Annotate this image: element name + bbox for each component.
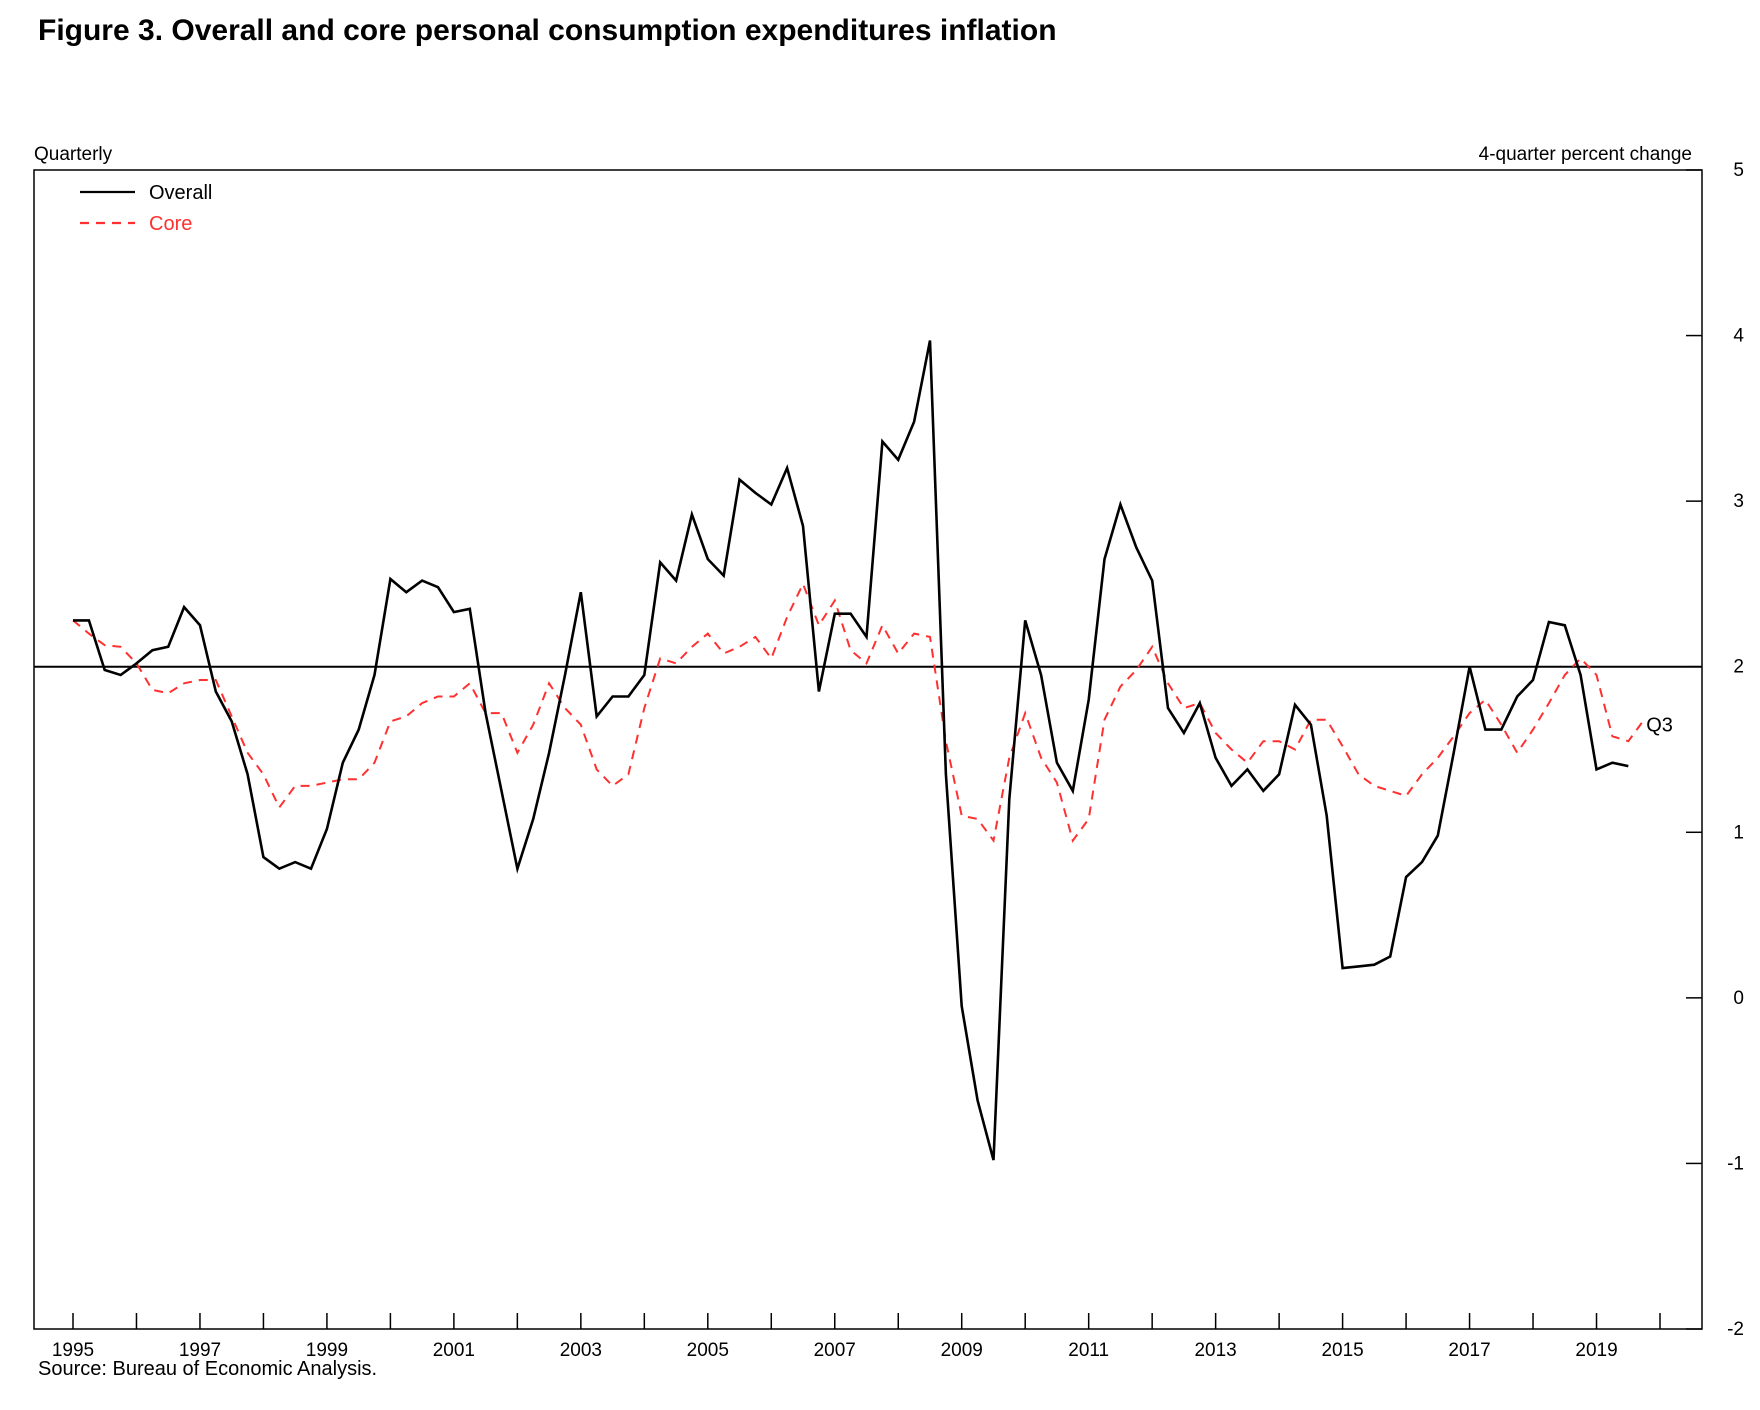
x-tick-label: 2019 — [1575, 1340, 1617, 1361]
x-tick-label: 2017 — [1448, 1340, 1490, 1361]
y-tick-label: 4 — [1733, 326, 1744, 347]
y-tick-label: 2 — [1733, 657, 1744, 678]
x-tick-label: 2001 — [433, 1340, 475, 1361]
y-tick-label: 3 — [1733, 491, 1744, 512]
plot-frame — [33, 169, 1703, 1330]
legend-label-overall: Overall — [149, 182, 212, 204]
x-tick-label: 1997 — [179, 1340, 221, 1361]
y-tick-label: 5 — [1733, 160, 1744, 181]
x-tick-label: 2007 — [814, 1340, 856, 1361]
x-tick-label: 2009 — [941, 1340, 983, 1361]
chart-title: Figure 3. Overall and core personal cons… — [38, 14, 1057, 47]
x-axis: 1995 1997 1999 2001 2003 2005 2007 2009 2011 2013… — [52, 1313, 1661, 1361]
x-tick-label: 2013 — [1194, 1340, 1236, 1361]
x-tick-label: 2015 — [1321, 1340, 1363, 1361]
x-tick-label: 2003 — [560, 1340, 602, 1361]
y-tick-label: 0 — [1733, 988, 1744, 1009]
x-tick-label: 2005 — [687, 1340, 729, 1361]
legend: Overall Core — [80, 182, 212, 235]
series-line-core — [72, 581, 1645, 844]
series-line-overall — [73, 340, 1629, 1161]
x-tick-label: 1995 — [52, 1340, 94, 1361]
annotation-q3: Q3 — [1646, 715, 1673, 737]
x-tick-label: 1999 — [306, 1340, 348, 1361]
frequency-label: Quarterly — [34, 144, 113, 165]
y-tick-label: 1 — [1733, 822, 1744, 843]
source-note: Source: Bureau of Economic Analysis. — [38, 1358, 378, 1380]
x-tick-label: 2011 — [1068, 1340, 1109, 1361]
legend-label-core: Core — [149, 213, 192, 235]
y-axis-label: 4-quarter percent change — [1479, 144, 1692, 165]
y-tick-label: -2 — [1727, 1319, 1744, 1340]
y-tick-label: -1 — [1727, 1153, 1744, 1174]
y-axis: -2 -1 0 1 2 3 4 5 — [1686, 160, 1744, 1340]
